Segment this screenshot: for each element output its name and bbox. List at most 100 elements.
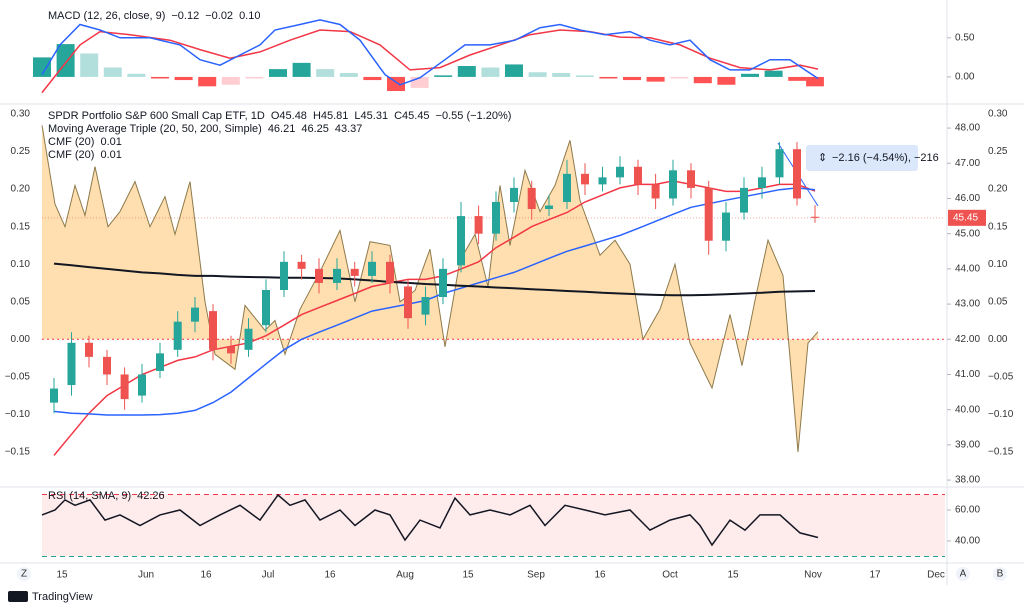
- candle-body: [687, 170, 695, 188]
- cmf-tick-label-right: 0.05: [988, 296, 1008, 307]
- candle-body: [85, 342, 93, 357]
- cmf-tick-label-right: −0.15: [988, 447, 1014, 458]
- y-tick-label: 41.00: [955, 369, 980, 380]
- histogram-bar: [363, 76, 382, 81]
- histogram-bar: [741, 73, 759, 77]
- cmf-tick-label-right: 0.30: [988, 109, 1008, 120]
- candle-body: [722, 212, 730, 241]
- histogram-bar: [764, 70, 783, 77]
- legend-title: CMF (20): [48, 149, 94, 161]
- legend-value: 0.01: [100, 136, 121, 148]
- histogram-bar: [292, 62, 311, 77]
- measure-icon: ⇕: [818, 152, 827, 164]
- legend-value: 42.26: [137, 490, 165, 502]
- x-tick-label: Sep: [527, 570, 545, 581]
- histogram-bar: [457, 65, 476, 77]
- y-tick-label: 40.00: [955, 404, 980, 415]
- legend-title: Moving Average Triple (20, 50, 200, Simp…: [48, 123, 262, 135]
- candle-body: [474, 216, 483, 234]
- cmf-tick-label-right: 0.10: [988, 259, 1008, 270]
- histogram-bar: [575, 75, 594, 77]
- y-tick-label: 40.00: [955, 536, 980, 547]
- cmf-tick-label-left: 0.05: [11, 296, 31, 307]
- histogram-bar: [410, 76, 429, 88]
- legend-value: 0.10: [239, 10, 260, 22]
- y-tick-label: 46.00: [955, 193, 980, 204]
- candle-body: [492, 201, 500, 234]
- candle-body: [103, 356, 111, 375]
- candle-body: [793, 149, 801, 199]
- y-tick-label: 47.00: [955, 158, 980, 169]
- histogram-bar: [56, 44, 75, 77]
- legend-title: SPDR Portfolio S&P 600 Small Cap ETF, 1D: [48, 110, 265, 122]
- histogram-bar: [198, 76, 217, 87]
- logo-icon: [8, 591, 28, 602]
- legend-value: 43.37: [335, 123, 363, 135]
- candle-body: [811, 216, 819, 218]
- histogram-bar: [552, 73, 571, 77]
- histogram-bar: [33, 57, 51, 77]
- legend-title: MACD (12, 26, close, 9): [48, 10, 165, 22]
- candle-body: [758, 177, 766, 188]
- cmf-line: [41, 125, 819, 453]
- histogram-bar: [80, 53, 99, 77]
- measure-box: [806, 145, 918, 171]
- candle-body: [138, 374, 146, 396]
- histogram-bar: [174, 76, 193, 81]
- x-tick-label: Aug: [396, 570, 414, 581]
- candle-body: [634, 166, 642, 185]
- measure-text: −2.16 (−4.54%), −216: [832, 152, 939, 164]
- x-tick-label: Dec: [927, 570, 945, 581]
- x-tick-label: Jul: [262, 570, 275, 581]
- moving-average: [53, 187, 816, 416]
- x-tick-label: 17: [869, 570, 881, 581]
- candle-body: [120, 374, 129, 400]
- button[interactable]: [17, 567, 31, 581]
- button[interactable]: [956, 567, 970, 581]
- candle-body: [368, 261, 376, 276]
- moving-average: [53, 262, 816, 297]
- histogram-bar: [151, 76, 169, 79]
- button[interactable]: [993, 567, 1007, 581]
- candle-body: [669, 170, 677, 199]
- y-tick-label: 39.00: [955, 440, 980, 451]
- legend-ohlc: L45.31: [354, 110, 388, 122]
- legend-value: 46.21: [268, 123, 296, 135]
- rsi-line: [41, 493, 819, 547]
- histogram-bar: [806, 76, 824, 87]
- x-tick-label: Jun: [138, 570, 154, 581]
- button-label[interactable]: B: [997, 569, 1004, 580]
- candle-body: [386, 261, 394, 283]
- candle-body: [156, 353, 164, 371]
- candle-body: [704, 187, 713, 241]
- histogram-bar: [505, 64, 523, 77]
- candle-body: [297, 261, 306, 269]
- legend-value: −0.02: [205, 10, 233, 22]
- cmf-tick-label-right: 0.15: [988, 221, 1008, 232]
- histogram-bar: [221, 76, 240, 85]
- y-tick-label: 0.00: [955, 72, 975, 83]
- legend-title: CMF (20): [48, 136, 94, 148]
- button-label[interactable]: Z: [21, 569, 27, 580]
- y-tick-label: 0.50: [955, 32, 975, 43]
- cmf-tick-label-right: 0.20: [988, 184, 1008, 195]
- candle-body: [651, 184, 660, 199]
- histogram-bar: [269, 69, 287, 77]
- candle-body: [598, 177, 607, 185]
- histogram-bar: [481, 67, 500, 77]
- button-label[interactable]: A: [960, 569, 967, 580]
- candle-body: [581, 173, 589, 185]
- candle-body: [439, 268, 447, 298]
- histogram-bar: [387, 76, 405, 92]
- cmf-tick-label-right: 0.00: [988, 334, 1008, 345]
- candle-body: [227, 346, 235, 354]
- candle-body: [350, 268, 359, 276]
- cmf-tick-label-left: −0.05: [5, 371, 31, 382]
- cmf-tick-label-left: 0.25: [11, 146, 31, 157]
- price-tag-box: [948, 209, 986, 226]
- candle-body: [563, 173, 571, 202]
- candle-body: [545, 205, 553, 210]
- legend-value: 46.25: [301, 123, 329, 135]
- histogram-bar: [103, 67, 122, 77]
